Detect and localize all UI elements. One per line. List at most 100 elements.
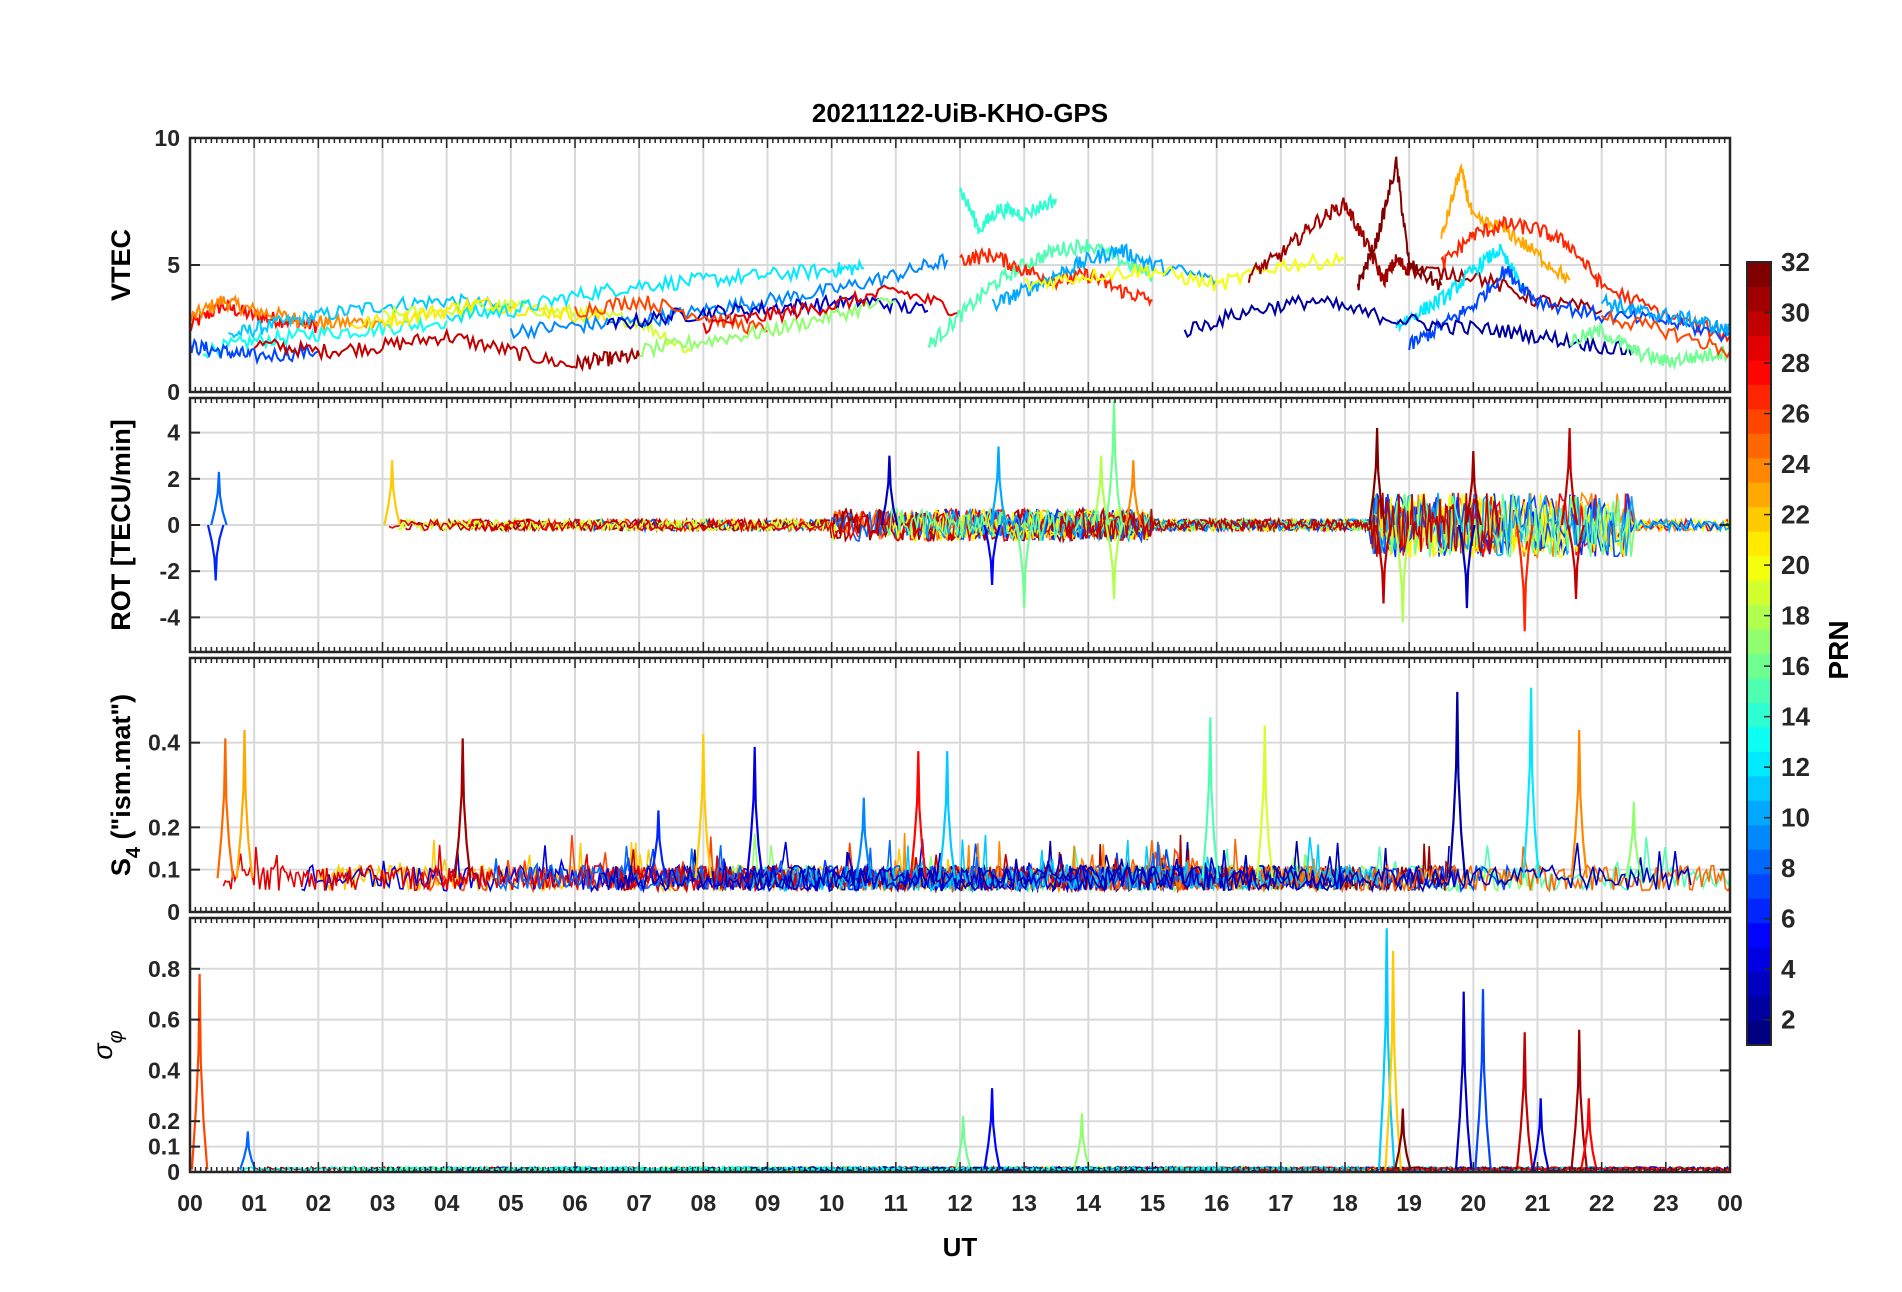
y-tick-label: 0.1 [148,857,180,883]
rot-panel: -4 -2 0 2 4 ROT [TECU/min] [106,396,1732,654]
y-tick-label: 10 [154,125,180,151]
spike-prn-4 [1531,1098,1550,1170]
colorbar-tick-label: 24 [1781,449,1810,479]
spike-prn-17 [1073,1113,1091,1170]
spike-prn-7 [1474,989,1492,1170]
spike-prn-22 [1384,950,1402,1170]
spike-prn-24 [1124,460,1142,526]
spike-prn-31 [453,738,472,879]
data-traces [190,156,1730,372]
spike-prn-9 [855,797,873,879]
y-axis-label-main: ROT [TECU/min] [106,419,136,630]
x-tick-label: 10 [819,1190,845,1216]
colorbar-tick-label: 20 [1781,550,1810,580]
colorbar-band [1747,677,1771,703]
noise-trace-prn-16 [886,493,1642,558]
colorbar-tick-label: 14 [1781,702,1810,732]
colorbar-band [1747,310,1771,336]
x-tick-label: 14 [1076,1190,1102,1216]
x-tick-label: 00 [1717,1190,1743,1216]
spike-prn-18 [1092,455,1110,526]
colorbar-tick-label: 10 [1781,803,1810,833]
spike-prn-10 [989,446,1008,526]
y-axis-label: ROT [TECU/min] [106,419,136,630]
spike-prn-32 [1393,1108,1412,1170]
vtec-trace-prn-2 [1183,293,1635,357]
y-axis-label-subscript: 4 [123,846,145,858]
noise-trace-prn-30 [1059,492,1501,557]
colorbar-tick-label: 16 [1781,651,1810,681]
spike-prn-28 [909,751,928,879]
colorbar-tick-label: 6 [1781,904,1795,934]
noise-trace-prn-25 [1073,839,1730,894]
colorbar-band [1747,335,1771,361]
y-axis-label: VTEC [106,229,136,301]
figure-title: 20211122-UiB-KHO-GPS [812,98,1108,128]
colorbar-label: PRN [1823,620,1854,679]
colorbar-band [1747,873,1771,899]
x-ticks [189,138,1731,392]
x-tick-label: 18 [1332,1190,1358,1216]
colorbar-band [1747,996,1771,1022]
x-tick-label: 16 [1204,1190,1230,1216]
vtec-trace-prn-31 [1247,197,1603,315]
colorbar-band [1747,604,1771,630]
vtec-trace-prn-26 [574,294,768,336]
colorbar-band [1747,555,1771,581]
spike-prn-11 [938,751,956,879]
y-tick-label: 0.4 [148,730,180,756]
colorbar-tick-label: 32 [1781,247,1810,277]
spike-prn-16 [1015,524,1033,609]
vtec-trace-prn-32 [1356,156,1443,291]
vtec-trace-prn-26 [1600,309,1730,359]
x-tick-label: 06 [562,1190,588,1216]
data-traces [216,687,1730,894]
x-tick-label: 13 [1011,1190,1037,1216]
y-tick-label: 0 [167,379,180,405]
x-ticks [189,918,1731,1172]
colorbar-band [1747,580,1771,606]
y-tick-label: 0 [167,1159,180,1185]
vtec-trace-prn-9 [509,253,949,340]
spike-prn-22 [694,734,713,879]
vtec-trace-prn-14 [959,187,1058,235]
x-tick-label: 05 [498,1190,524,1216]
y-axis-label-main: S [106,858,136,876]
colorbar-band [1747,849,1771,875]
colorbar-tick-label: 12 [1781,752,1810,782]
y-axis-label-main: VTEC [106,229,136,301]
colorbar-band [1747,947,1771,973]
y-tick-label: 4 [167,420,180,446]
spike-prn-6 [649,810,668,879]
colorbar-band [1747,506,1771,532]
spike-prn-27 [1515,524,1534,632]
colorbar-tick-label: 28 [1781,348,1810,378]
spike-prn-16 [954,1116,972,1170]
colorbar-tick-label: 30 [1781,298,1810,328]
spike-prn-5 [983,524,1001,586]
vtec-trace-prn-30 [253,327,576,369]
y-tick-label: -2 [160,558,180,584]
x-tick-label: 17 [1268,1190,1294,1216]
colorbar-band [1747,800,1771,826]
y-tick-label: 0.6 [148,1007,180,1033]
y-tick-label: 0.2 [148,1108,180,1134]
spike-prn-24 [1570,729,1588,879]
colorbar-tick-label: 8 [1781,853,1795,883]
spike-prn-11 [1377,928,1396,1170]
colorbar-band [1747,408,1771,434]
spike-prn-17 [1624,801,1643,879]
x-tick-label: 19 [1396,1190,1422,1216]
vtec-trace-prn-10 [1600,292,1730,337]
vtec-trace-prn-31 [575,346,641,372]
x-tick-label: 04 [434,1190,460,1216]
colorbar-band [1747,702,1771,728]
noise-trace-prn-19 [397,516,837,541]
colorbar-tick-label: 22 [1781,500,1810,530]
colorbar-tick-label: 4 [1781,954,1796,984]
y-tick-label: 0.2 [148,814,180,840]
colorbar-band [1747,482,1771,508]
colorbar-band [1747,433,1771,459]
